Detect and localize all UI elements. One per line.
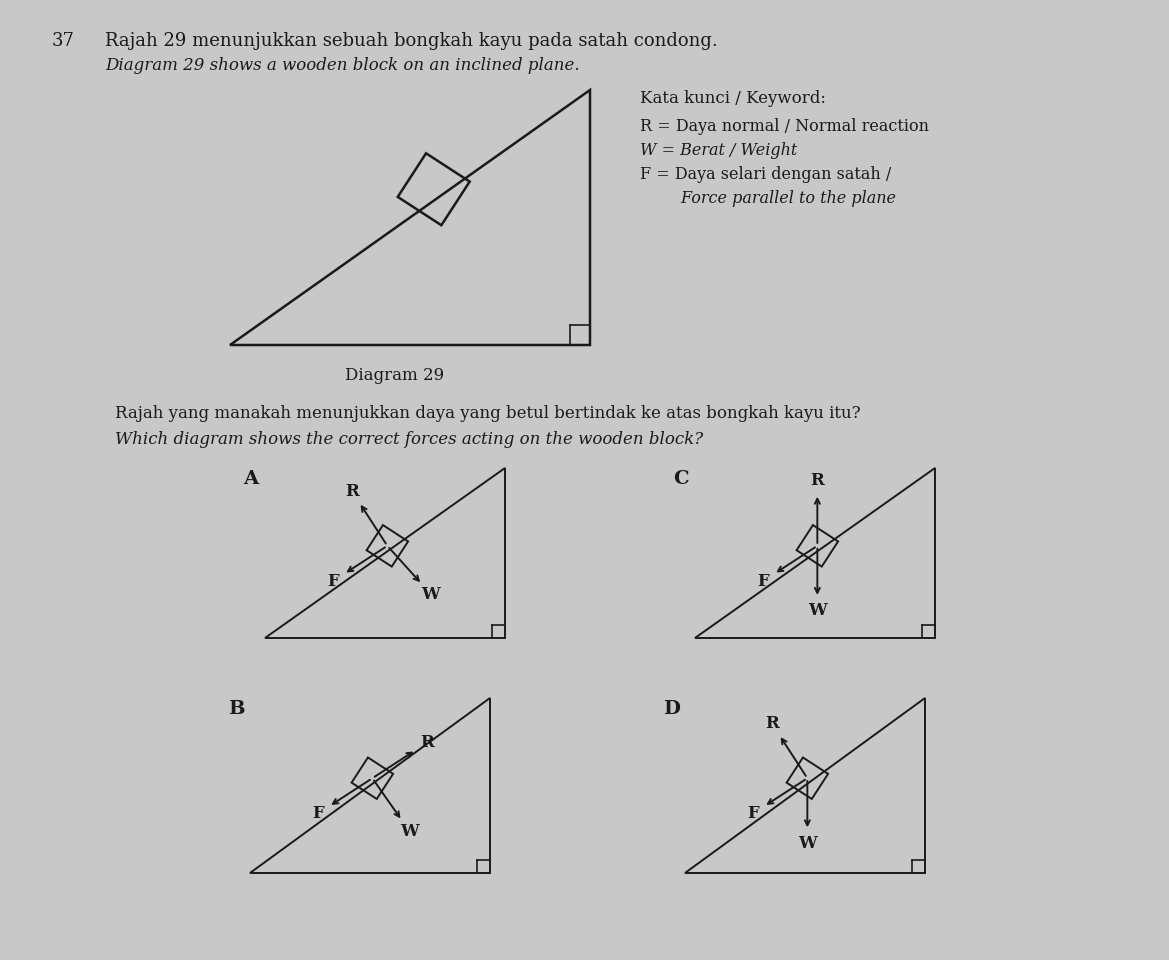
Text: Rajah 29 menunjukkan sebuah bongkah kayu pada satah condong.: Rajah 29 menunjukkan sebuah bongkah kayu… (105, 32, 718, 50)
Text: Which diagram shows the correct forces acting on the wooden block?: Which diagram shows the correct forces a… (115, 431, 703, 448)
Text: 37: 37 (51, 32, 75, 50)
Text: R: R (345, 483, 359, 500)
Text: F: F (312, 805, 324, 822)
Text: C: C (673, 470, 689, 488)
Text: F: F (747, 805, 759, 822)
Text: D: D (663, 700, 680, 718)
Text: R: R (420, 734, 434, 752)
Text: R: R (810, 472, 824, 490)
Text: Diagram 29: Diagram 29 (345, 367, 444, 384)
Text: Rajah yang manakah menunjukkan daya yang betul bertindak ke atas bongkah kayu it: Rajah yang manakah menunjukkan daya yang… (115, 405, 860, 422)
Text: Kata kunci / Keyword:: Kata kunci / Keyword: (639, 90, 826, 107)
Text: R: R (765, 715, 779, 732)
Text: B: B (228, 700, 244, 718)
Text: Diagram 29 shows a wooden block on an inclined plane.: Diagram 29 shows a wooden block on an in… (105, 57, 580, 74)
Text: F: F (758, 573, 769, 589)
Text: A: A (243, 470, 258, 488)
Text: Force parallel to the plane: Force parallel to the plane (639, 190, 895, 207)
Text: F: F (327, 573, 339, 589)
Text: F = Daya selari dengan satah /: F = Daya selari dengan satah / (639, 166, 891, 183)
Text: W: W (808, 602, 826, 619)
Text: W = Berat / Weight: W = Berat / Weight (639, 142, 797, 159)
Text: W: W (422, 586, 441, 603)
Text: R = Daya normal / Normal reaction: R = Daya normal / Normal reaction (639, 118, 929, 135)
Text: W: W (400, 823, 419, 840)
Text: W: W (798, 835, 817, 852)
